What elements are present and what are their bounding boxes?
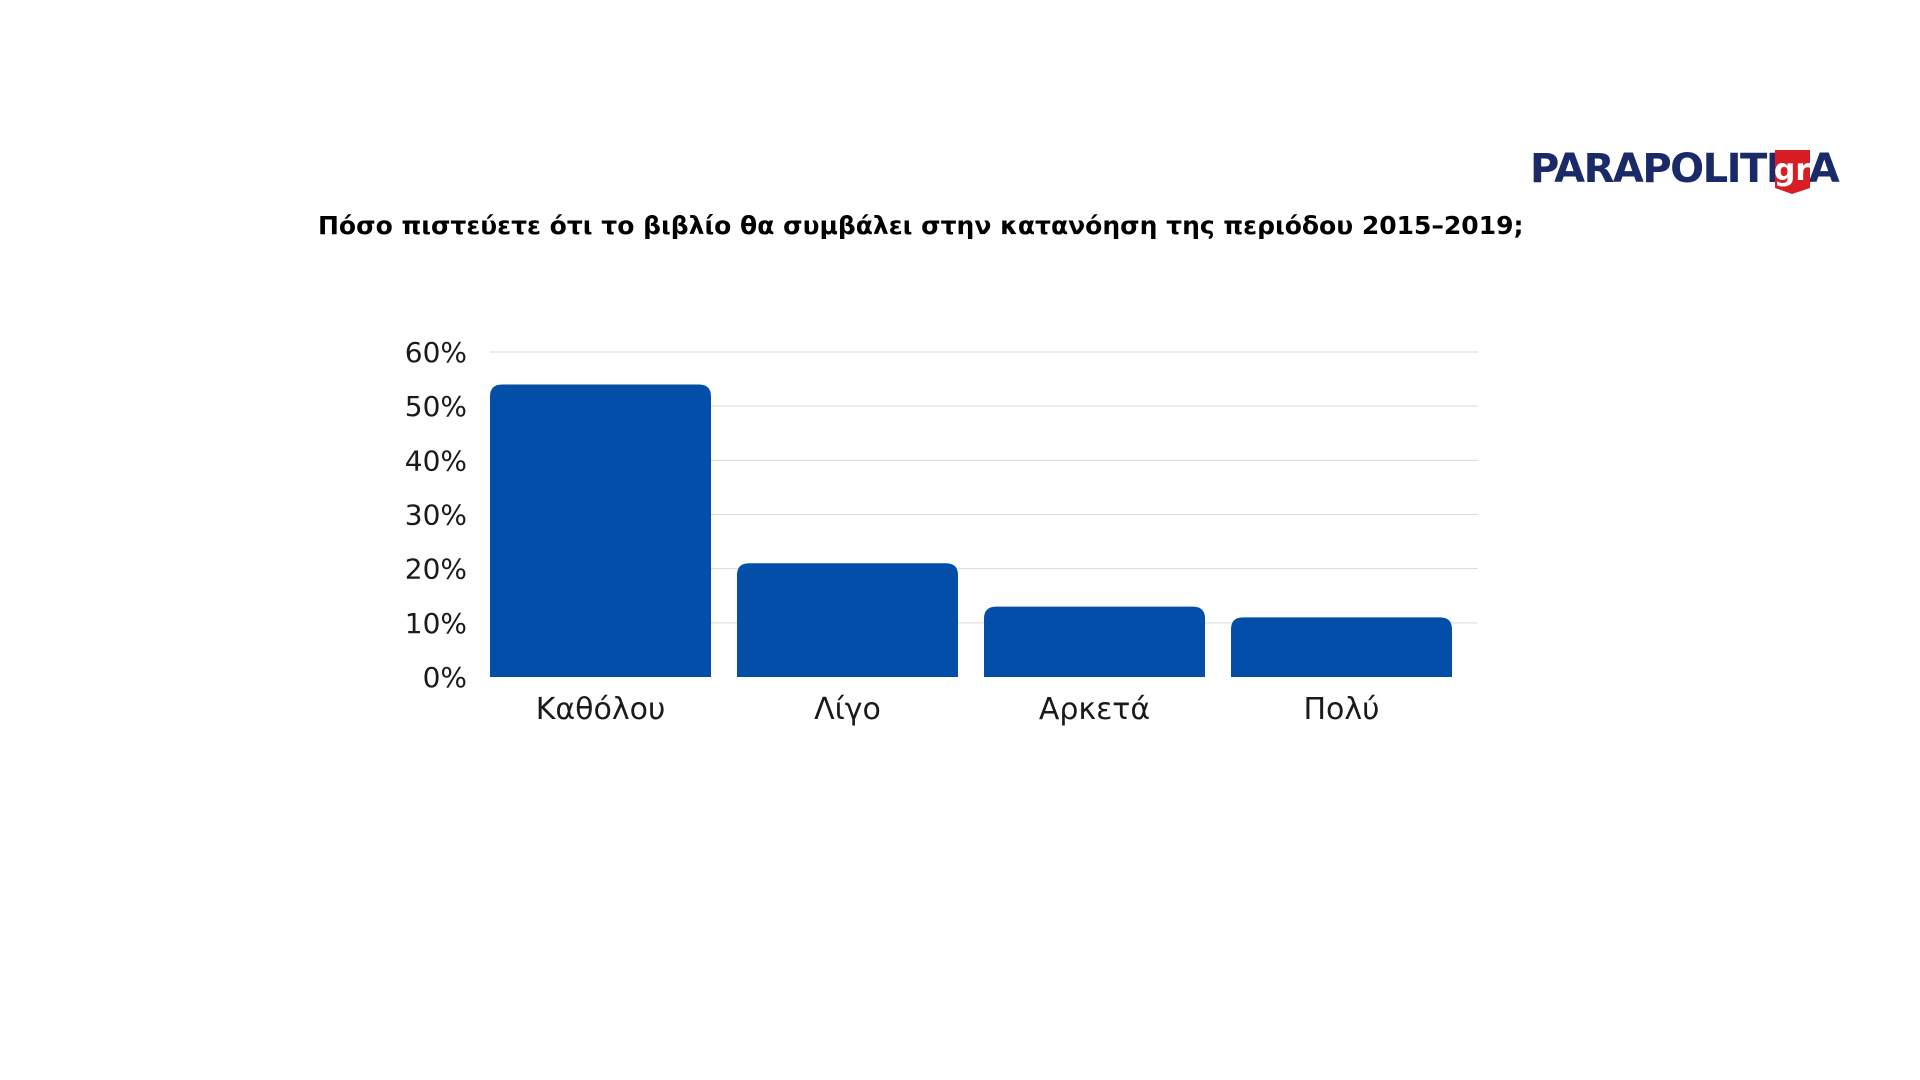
y-tick-label: 30% bbox=[405, 499, 467, 532]
x-category-label: Πολύ bbox=[1303, 692, 1379, 727]
x-category-label: Αρκετά bbox=[1039, 692, 1150, 727]
y-tick-label: 0% bbox=[423, 661, 467, 694]
y-axis-ticks: 0% 10% 20% 30% 40% 50% 60% bbox=[405, 336, 467, 694]
y-tick-label: 60% bbox=[405, 336, 467, 369]
bars bbox=[490, 384, 1452, 677]
y-tick-label: 10% bbox=[405, 607, 467, 640]
logo-badge bbox=[1775, 150, 1810, 194]
parapolitika-logo: PARAPOLITIKA gr bbox=[1530, 146, 1841, 194]
x-category-label: Καθόλου bbox=[536, 692, 666, 727]
y-tick-label: 20% bbox=[405, 553, 467, 586]
logo-suffix: gr bbox=[1774, 153, 1810, 188]
bar-2 bbox=[737, 563, 958, 677]
chart-title: Πόσο πιστεύετε ότι το βιβλίο θα συμβάλει… bbox=[318, 211, 1523, 240]
x-axis-labels: Καθόλου Λίγο Αρκετά Πολύ bbox=[536, 692, 1380, 727]
bar-4 bbox=[1231, 617, 1452, 677]
y-tick-label: 50% bbox=[405, 390, 467, 423]
bar-1 bbox=[490, 384, 711, 677]
bar-3 bbox=[984, 606, 1205, 677]
y-tick-label: 40% bbox=[405, 444, 467, 477]
x-category-label: Λίγο bbox=[814, 692, 881, 727]
